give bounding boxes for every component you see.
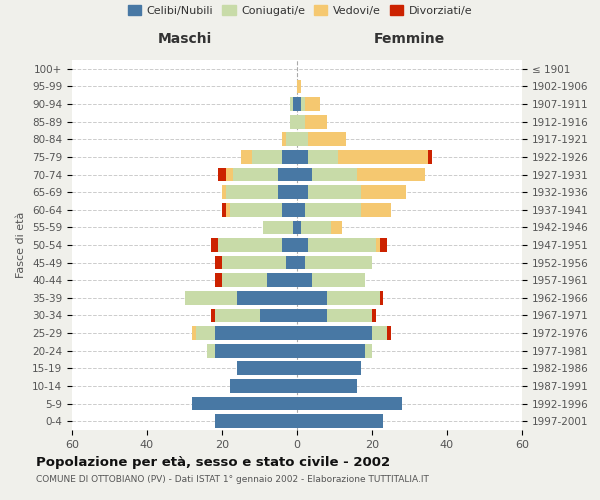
Bar xyxy=(278,168,297,181)
Bar xyxy=(297,97,301,111)
Bar xyxy=(308,238,376,252)
Bar xyxy=(241,150,252,164)
Bar xyxy=(215,344,297,358)
Bar xyxy=(361,186,406,199)
Bar xyxy=(196,326,215,340)
Bar xyxy=(222,274,267,287)
Bar xyxy=(222,256,286,270)
Bar xyxy=(211,308,215,322)
Bar xyxy=(282,132,286,146)
Bar xyxy=(237,291,297,304)
Bar xyxy=(215,308,260,322)
Bar xyxy=(286,256,297,270)
Bar xyxy=(282,238,297,252)
Bar xyxy=(297,396,402,410)
Bar xyxy=(376,238,380,252)
Bar xyxy=(207,344,215,358)
Bar xyxy=(226,168,233,181)
Bar xyxy=(297,186,308,199)
Bar xyxy=(331,220,342,234)
Bar xyxy=(297,344,365,358)
Text: Maschi: Maschi xyxy=(157,32,212,46)
Bar xyxy=(297,115,305,128)
Bar xyxy=(297,274,312,287)
Text: COMUNE DI OTTOBIANO (PV) - Dati ISTAT 1° gennaio 2002 - Elaborazione TUTTITALIA.: COMUNE DI OTTOBIANO (PV) - Dati ISTAT 1°… xyxy=(36,475,429,484)
Bar xyxy=(222,203,226,216)
Bar xyxy=(308,150,338,164)
Bar xyxy=(380,238,387,252)
Bar xyxy=(297,150,308,164)
Bar xyxy=(297,80,301,94)
Bar xyxy=(215,274,222,287)
Bar xyxy=(192,396,297,410)
Bar xyxy=(215,326,297,340)
Bar xyxy=(297,291,327,304)
Bar xyxy=(365,344,372,358)
Bar xyxy=(218,238,282,252)
Legend: Celibi/Nubili, Coniugati/e, Vedovi/e, Divorziati/e: Celibi/Nubili, Coniugati/e, Vedovi/e, Di… xyxy=(124,0,476,20)
Bar xyxy=(305,203,361,216)
Bar xyxy=(305,97,320,111)
Bar xyxy=(297,220,301,234)
Bar xyxy=(211,238,218,252)
Bar xyxy=(327,308,372,322)
Bar xyxy=(428,150,432,164)
Bar xyxy=(222,186,226,199)
Text: Femmine: Femmine xyxy=(374,32,445,46)
Bar xyxy=(233,168,278,181)
Bar xyxy=(338,150,428,164)
Bar xyxy=(380,291,383,304)
Y-axis label: Anni di nascita: Anni di nascita xyxy=(597,204,600,286)
Bar xyxy=(278,186,297,199)
Bar xyxy=(312,168,357,181)
Bar xyxy=(237,362,297,375)
Bar xyxy=(293,220,297,234)
Text: Popolazione per età, sesso e stato civile - 2002: Popolazione per età, sesso e stato civil… xyxy=(36,456,390,469)
Bar xyxy=(282,150,297,164)
Bar xyxy=(297,379,357,393)
Bar xyxy=(252,150,282,164)
Bar xyxy=(312,274,365,287)
Bar xyxy=(361,203,391,216)
Bar xyxy=(267,274,297,287)
Bar xyxy=(286,132,297,146)
Bar xyxy=(293,97,297,111)
Bar xyxy=(297,308,327,322)
Y-axis label: Fasce di età: Fasce di età xyxy=(16,212,26,278)
Bar xyxy=(290,115,297,128)
Bar xyxy=(185,291,237,304)
Bar xyxy=(290,97,293,111)
Bar xyxy=(297,326,372,340)
Bar xyxy=(297,256,305,270)
Bar xyxy=(308,132,346,146)
Bar xyxy=(387,326,391,340)
Bar xyxy=(357,168,425,181)
Bar xyxy=(327,291,380,304)
Bar xyxy=(192,326,196,340)
Bar xyxy=(218,168,226,181)
Bar xyxy=(297,203,305,216)
Bar xyxy=(297,132,308,146)
Bar xyxy=(297,362,361,375)
Bar xyxy=(305,256,372,270)
Bar xyxy=(282,203,297,216)
Bar xyxy=(226,203,229,216)
Bar xyxy=(372,326,387,340)
Bar xyxy=(229,203,282,216)
Bar xyxy=(215,414,297,428)
Bar xyxy=(260,308,297,322)
Bar xyxy=(372,308,376,322)
Bar xyxy=(297,238,308,252)
Bar xyxy=(263,220,293,234)
Bar xyxy=(215,256,222,270)
Bar xyxy=(229,379,297,393)
Bar xyxy=(297,168,312,181)
Bar xyxy=(301,220,331,234)
Bar xyxy=(301,97,305,111)
Bar xyxy=(226,186,278,199)
Bar xyxy=(308,186,361,199)
Bar xyxy=(297,414,383,428)
Bar xyxy=(305,115,327,128)
